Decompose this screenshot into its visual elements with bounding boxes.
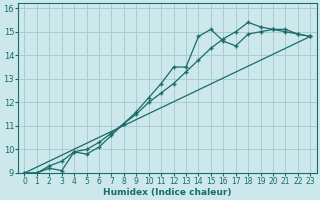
- X-axis label: Humidex (Indice chaleur): Humidex (Indice chaleur): [103, 188, 232, 197]
